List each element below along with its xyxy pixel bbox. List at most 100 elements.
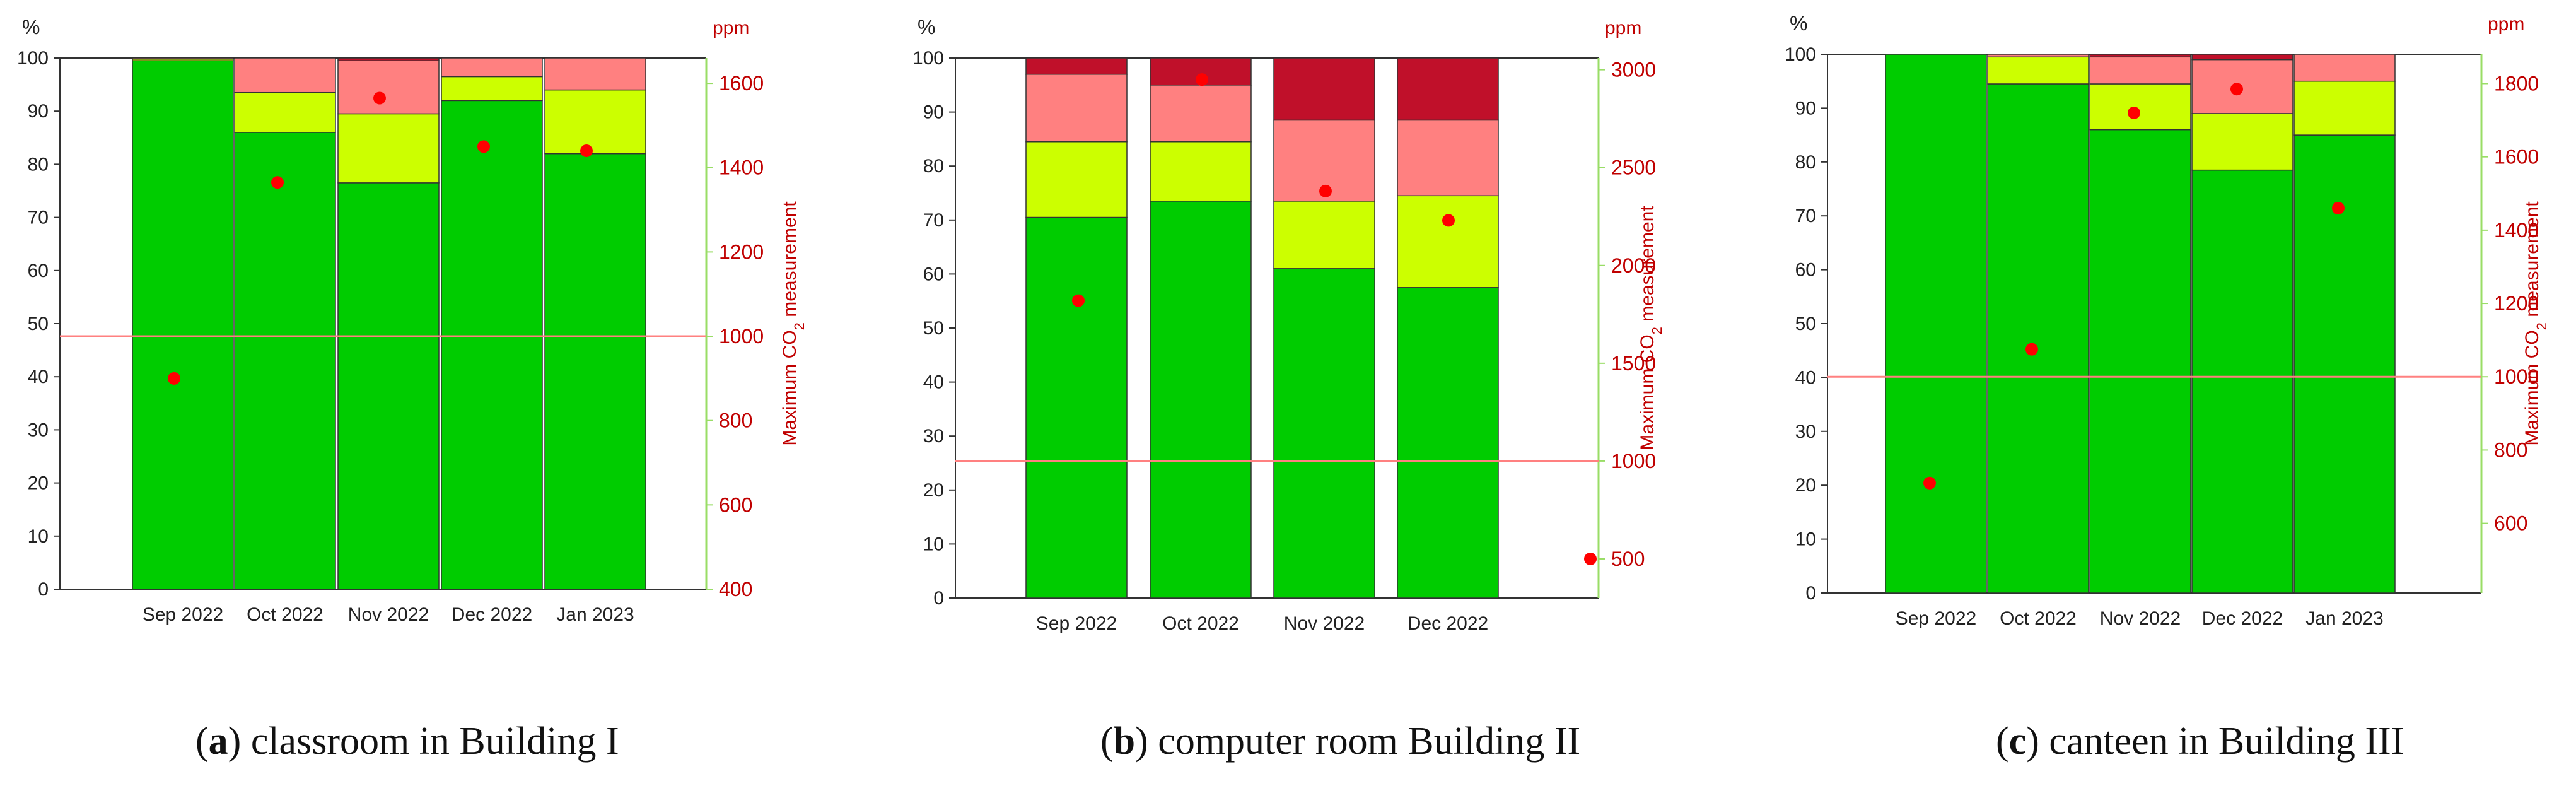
- bar-segment-green: [234, 132, 336, 590]
- y2-tick-label: 1500: [1611, 352, 1656, 375]
- x-tick-label: Sep 2022: [1896, 608, 1976, 629]
- y2-tick-label: 800: [719, 409, 752, 432]
- y2-tick-label: 1200: [719, 240, 764, 263]
- max-co2-point: [1072, 294, 1085, 307]
- y-tick-label: 60: [1795, 260, 1816, 281]
- right-axis-title: Maximum CO2 measurement: [2522, 201, 2550, 446]
- bar-segment-green: [441, 100, 543, 590]
- y-tick-label: 60: [923, 264, 944, 284]
- bar-segment-yellow: [1397, 195, 1499, 288]
- caption-open-paren: (: [195, 720, 209, 763]
- y2-tick-label: 1600: [719, 72, 764, 95]
- bar-segment-green: [1150, 201, 1252, 599]
- y-tick-label: 90: [923, 102, 944, 123]
- max-co2-point: [2230, 83, 2243, 96]
- bar-segment-pink: [132, 57, 234, 60]
- bar-segment-green: [1273, 268, 1375, 599]
- bar-segment-pink: [337, 60, 440, 115]
- y-tick-label: 60: [28, 261, 49, 281]
- right-axis-title: Maximum CO2 measurement: [1637, 206, 1665, 450]
- max-co2-point: [1319, 184, 1332, 197]
- bar-segment-pink: [1150, 85, 1252, 143]
- bar-segment-yellow: [1273, 201, 1375, 269]
- bar-segment-pink: [544, 57, 646, 91]
- y2-tick-label: 1000: [2494, 365, 2539, 388]
- y-tick-label: 80: [1795, 152, 1816, 173]
- y-tick-label: 30: [923, 426, 944, 447]
- y-tick-label: 100: [1785, 44, 1816, 65]
- max-co2-point: [1442, 214, 1455, 227]
- x-tick-label: Jan 2023: [556, 604, 634, 625]
- right-axis-title-subscript: 2: [2534, 322, 2550, 330]
- chart-panel-b: 0 10 20 30 40 50 60 70 80 90 100% 500 1000 1500 2000 25…: [912, 16, 1665, 763]
- bar-segment-green: [337, 182, 440, 590]
- bar-segment-darkred: [2089, 54, 2191, 58]
- caption-text: canteen in Building III: [2049, 720, 2404, 763]
- left-unit-label: %: [1790, 12, 1807, 35]
- max-co2-point: [2025, 343, 2038, 356]
- x-tick-label: Nov 2022: [348, 604, 429, 625]
- bar-segment-green: [1987, 83, 2089, 594]
- caption-letter: c: [2009, 720, 2027, 763]
- caption-close-paren: ): [228, 720, 251, 763]
- caption-close-paren: ): [1135, 720, 1158, 763]
- bar-segment-yellow: [2089, 83, 2191, 131]
- caption-close-paren: ): [2026, 720, 2049, 763]
- y2-tick-label: 400: [719, 578, 752, 601]
- bar-segment-pink: [1987, 54, 2089, 58]
- bar-segment-yellow: [234, 91, 336, 133]
- x-tick-label: Oct 2022: [2000, 608, 2077, 629]
- y2-tick-label: 600: [719, 493, 752, 516]
- bar-segment-pink: [234, 57, 336, 93]
- y-tick-label: 0: [933, 588, 944, 609]
- y2-tick-label: 2500: [1611, 156, 1656, 179]
- y-tick-label: 20: [1795, 475, 1816, 496]
- y-tick-label: 70: [923, 210, 944, 231]
- right-unit-label: ppm: [1605, 18, 1641, 38]
- x-tick-label: Dec 2022: [2202, 608, 2283, 629]
- right-axis-title: Maximum CO2 measurement: [779, 201, 807, 446]
- y2-tick-label: 600: [2494, 512, 2527, 535]
- bar-segment-green: [2293, 134, 2396, 594]
- y-tick-label: 40: [28, 367, 49, 387]
- y-tick-label: 100: [912, 48, 944, 69]
- y-tick-label: 40: [1795, 367, 1816, 388]
- y-tick-label: 10: [923, 534, 944, 554]
- panel-caption: (b) computer room Building II: [1100, 720, 1580, 763]
- right-axis-title-main: Maximum CO: [2522, 330, 2543, 445]
- caption-letter: b: [1114, 720, 1135, 763]
- bar-segment-yellow: [2293, 80, 2396, 136]
- chart-panel-c: 0 10 20 30 40 50 60 70 80 90 100% 600 800 1000 1200 140…: [1785, 12, 2550, 763]
- bar-segment-green: [1885, 54, 1987, 594]
- y-tick-label: 100: [17, 48, 49, 69]
- y2-tick-label: 1400: [2494, 219, 2539, 242]
- chart-panel-a: 0 10 20 30 40 50 60 70 80 90 100% 400 600 800 1000 1200…: [17, 16, 807, 763]
- caption-open-paren: (: [1100, 720, 1114, 763]
- max-co2-point: [168, 372, 180, 385]
- y2-tick-label: 2000: [1611, 254, 1656, 277]
- caption-open-paren: (: [1996, 720, 2009, 763]
- max-co2-point: [1923, 476, 1936, 490]
- bar-segment-yellow: [2191, 113, 2293, 171]
- bar-segment-darkred: [1397, 57, 1499, 121]
- bar-segment-green: [132, 60, 234, 590]
- y-tick-label: 90: [28, 101, 49, 122]
- left-unit-label: %: [22, 16, 40, 38]
- y2-tick-label: 1800: [2494, 72, 2539, 95]
- y2-tick-label: 1600: [2494, 146, 2539, 168]
- right-axis-title-tail: measurement: [779, 201, 800, 322]
- right-unit-label: ppm: [2488, 14, 2524, 35]
- y-tick-label: 80: [923, 156, 944, 177]
- y-tick-label: 20: [28, 473, 49, 494]
- y-tick-label: 0: [38, 579, 49, 600]
- left-unit-label: %: [918, 16, 935, 38]
- bar-segment-green: [1025, 216, 1128, 599]
- bar-segment-green: [544, 153, 646, 590]
- max-co2-point: [271, 176, 284, 189]
- max-co2-point: [373, 91, 386, 105]
- bar-segment-pink: [2293, 54, 2396, 82]
- right-axis-title-subscript: 2: [791, 322, 807, 330]
- bar-segment-green: [1397, 287, 1499, 599]
- bar-segment-darkred: [1273, 57, 1375, 121]
